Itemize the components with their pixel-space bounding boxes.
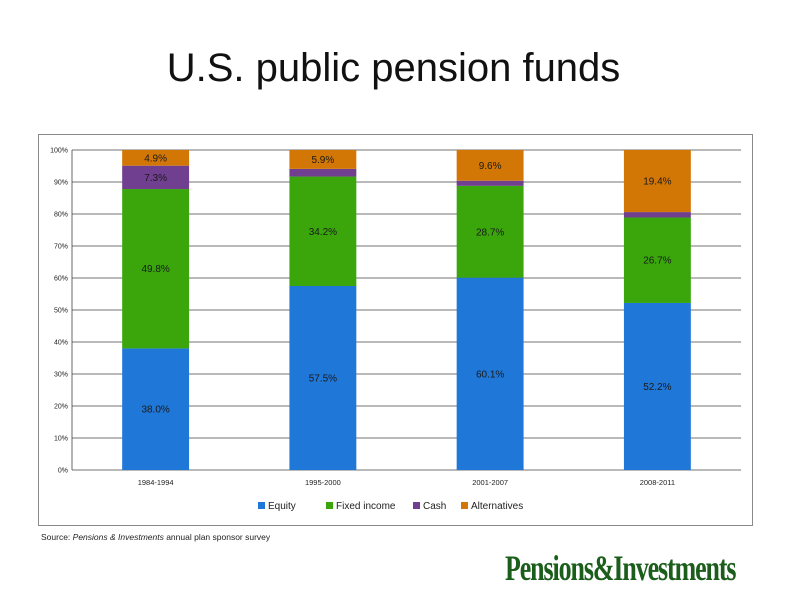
y-tick-label: 50%	[54, 308, 68, 315]
bar-segment	[456, 185, 524, 278]
legend-label: Alternatives	[471, 501, 523, 512]
x-tick-label: 1995-2000	[305, 478, 341, 487]
bar-segment	[623, 150, 691, 213]
bar-segment	[623, 302, 691, 470]
bar-stacks	[122, 150, 691, 470]
legend-label: Fixed income	[336, 501, 396, 512]
bar-segment	[456, 277, 524, 470]
legend-swatch	[461, 502, 468, 509]
y-tick-label: 40%	[54, 340, 68, 347]
legend-label: Equity	[268, 501, 296, 512]
data-labels: 38.0% 49.8% 7.3% 4.9% 57.5% 34.2% 5.9% 60.1% 28.…	[141, 153, 671, 415]
y-tick-label: 60%	[54, 276, 68, 283]
x-tick-label: 2001-2007	[472, 478, 508, 487]
data-label: 49.8%	[141, 264, 169, 275]
data-label: 57.5%	[309, 374, 337, 385]
bar-segment	[122, 165, 190, 190]
data-label: 7.3%	[144, 173, 167, 184]
y-tick-label: 20%	[54, 404, 68, 411]
legend: Equity Fixed income Cash Alternatives	[258, 501, 523, 512]
bar-segment	[289, 150, 357, 169]
source-publication: Pensions & Investments	[72, 532, 164, 542]
data-label: 60.1%	[476, 369, 504, 380]
bar-segment	[122, 150, 190, 166]
bar-segment	[623, 217, 691, 303]
x-axis-tick-labels: 1984-1994 1995-2000 2001-2007 2008-2011	[138, 478, 675, 487]
slide-title: U.S. public pension funds	[166, 46, 621, 90]
data-label: 38.0%	[141, 405, 169, 416]
legend-swatch	[413, 502, 420, 509]
y-tick-label: 80%	[54, 212, 68, 219]
stacked-bar-chart: 0% 10% 20% 30% 40% 50% 60% 70% 80% 90% 100% 38.0% 4…	[50, 148, 741, 512]
x-tick-label: 1984-1994	[138, 478, 174, 487]
chart-container: 0% 10% 20% 30% 40% 50% 60% 70% 80% 90% 100% 38.0% 4…	[38, 134, 753, 526]
source-note: Source: Pensions & Investments annual pl…	[41, 532, 270, 542]
bar-segment	[289, 168, 357, 177]
bar-segment	[456, 150, 524, 181]
data-label: 9.6%	[479, 161, 502, 172]
data-label: 26.7%	[643, 256, 671, 267]
data-label: 34.2%	[309, 227, 337, 238]
y-tick-label: 10%	[54, 436, 68, 443]
data-label: 4.9%	[144, 153, 167, 164]
legend-swatch	[326, 502, 333, 509]
y-axis-tick-labels: 0% 10% 20% 30% 40% 50% 60% 70% 80% 90% 100%	[50, 148, 68, 475]
y-tick-label: 30%	[54, 372, 68, 379]
bar-segment	[289, 286, 357, 470]
legend-label: Cash	[423, 501, 446, 512]
data-label: 52.2%	[643, 382, 671, 393]
bar-segment	[122, 189, 190, 349]
bar-segment	[122, 348, 190, 470]
y-tick-label: 70%	[54, 244, 68, 251]
brand-logo: Pensions&Investments	[505, 548, 736, 588]
source-suffix: annual plan sponsor survey	[163, 532, 271, 542]
legend-swatch	[258, 502, 265, 509]
y-tick-label: 100%	[50, 148, 68, 155]
data-label: 5.9%	[311, 155, 334, 166]
x-tick-label: 2008-2011	[640, 478, 675, 487]
bar-segment	[623, 212, 691, 218]
y-tick-label: 90%	[54, 180, 68, 187]
y-tick-label: 0%	[58, 468, 68, 475]
bar-segment	[289, 176, 357, 286]
source-prefix: Source:	[41, 532, 73, 542]
data-label: 19.4%	[643, 177, 671, 188]
bar-segment	[456, 180, 524, 186]
data-label: 28.7%	[476, 227, 504, 238]
